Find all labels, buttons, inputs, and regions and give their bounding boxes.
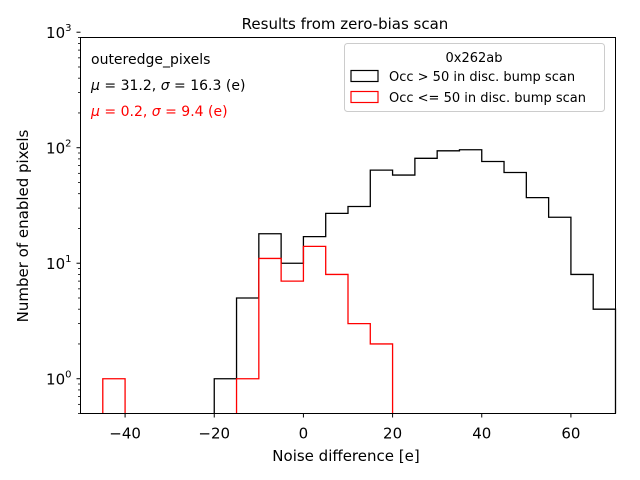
y-axis-ticks: 100 101 102 103	[46, 23, 81, 414]
y-tick-label: 100	[46, 370, 71, 389]
histogram-outline-red	[102, 245, 394, 414]
stats-red-annotation: μ = 0.2, σ = 9.4 (e)	[90, 104, 228, 120]
y-axis-label: Number of enabled pixels	[14, 129, 32, 322]
legend-box	[344, 43, 605, 112]
plot-frame	[80, 37, 616, 414]
plot-area	[80, 37, 617, 414]
histogram-black-series	[213, 149, 617, 414]
y-tick-label: 101	[46, 254, 71, 273]
legend: 0x262ab Occ > 50 in disc. bump scan Occ …	[344, 43, 605, 112]
legend-label-red: Occ <= 50 in disc. bump scan	[389, 91, 586, 106]
x-tick-label: 0	[299, 425, 309, 443]
legend-swatch-black	[350, 69, 379, 83]
y-tick-label: 103	[46, 23, 71, 42]
histogram-outline-black	[213, 149, 617, 414]
x-tick-label: −40	[109, 425, 141, 443]
x-tick-label: −20	[198, 425, 230, 443]
legend-swatch-red	[350, 90, 379, 104]
x-axis-ticks: −40 −20 0 20 40 60	[109, 413, 580, 443]
region-annotation: outeredge_pixels	[91, 52, 210, 68]
chart-title: Results from zero-bias scan	[242, 15, 449, 33]
stats-black-annotation: μ = 31.2, σ = 16.3 (e)	[90, 78, 245, 94]
x-tick-label: 60	[561, 425, 580, 443]
legend-title: 0x262ab	[446, 51, 503, 66]
histogram-red-series	[102, 245, 394, 414]
legend-label-black: Occ > 50 in disc. bump scan	[389, 70, 575, 85]
x-axis-label: Noise difference [e]	[272, 447, 419, 465]
x-tick-label: 40	[472, 425, 491, 443]
x-tick-label: 20	[383, 425, 402, 443]
y-tick-label: 102	[46, 139, 71, 158]
